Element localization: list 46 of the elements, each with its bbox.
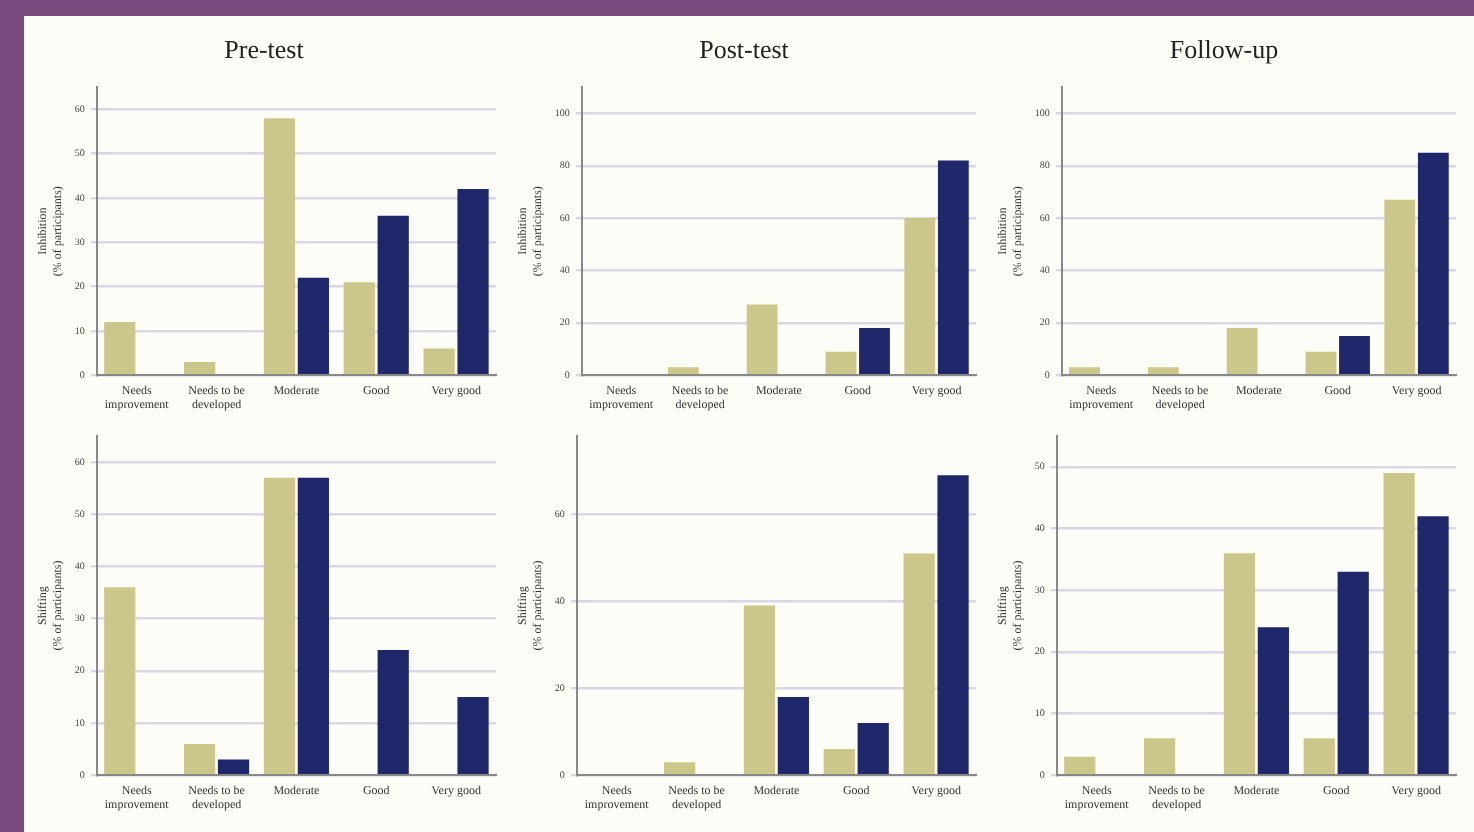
bar bbox=[457, 696, 489, 774]
bar bbox=[297, 477, 329, 774]
bar bbox=[263, 477, 296, 774]
bar bbox=[777, 696, 809, 774]
bar bbox=[1147, 367, 1179, 374]
bar bbox=[825, 351, 857, 374]
bar bbox=[104, 322, 136, 374]
bar bbox=[1417, 152, 1449, 374]
bar bbox=[937, 160, 969, 374]
bar bbox=[297, 277, 329, 374]
bar bbox=[1383, 473, 1415, 774]
bar bbox=[1226, 328, 1258, 374]
bar bbox=[1339, 335, 1370, 374]
bar bbox=[746, 304, 778, 374]
bar bbox=[343, 282, 375, 374]
bar bbox=[743, 605, 776, 774]
bar bbox=[1064, 756, 1096, 774]
bar bbox=[1143, 738, 1176, 774]
bar bbox=[857, 723, 889, 774]
chart-title: Post-test bbox=[699, 34, 790, 65]
bar bbox=[663, 762, 696, 774]
bar bbox=[667, 367, 699, 374]
bar bbox=[1257, 627, 1289, 774]
bar bbox=[423, 348, 455, 374]
bar bbox=[104, 587, 136, 774]
bar bbox=[1417, 516, 1449, 774]
bar bbox=[263, 118, 296, 374]
bar bbox=[183, 361, 216, 374]
bar bbox=[457, 189, 489, 374]
bar bbox=[217, 759, 250, 774]
bar bbox=[1303, 738, 1335, 774]
bar bbox=[377, 215, 409, 374]
bar bbox=[1337, 571, 1369, 774]
bar bbox=[1305, 351, 1337, 374]
bar bbox=[1384, 199, 1416, 374]
bar bbox=[904, 218, 936, 374]
bar bbox=[859, 328, 890, 374]
chart-title: Follow-up bbox=[1169, 34, 1279, 65]
bar bbox=[183, 743, 216, 774]
bar bbox=[377, 649, 409, 774]
bar bbox=[903, 553, 935, 774]
chart-title: Pre-test bbox=[224, 34, 305, 65]
bar bbox=[937, 475, 969, 774]
bar bbox=[823, 749, 855, 774]
bar bbox=[1223, 553, 1256, 774]
bar bbox=[1069, 367, 1100, 374]
